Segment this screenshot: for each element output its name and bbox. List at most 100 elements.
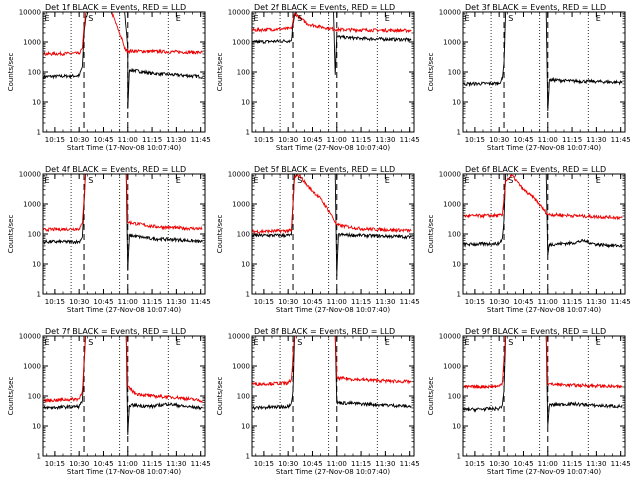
period-marker-label: E (176, 338, 181, 347)
y-tick-label: 1000 (23, 39, 41, 47)
x-tick-label: 11:30 (166, 136, 186, 144)
series-group (463, 174, 623, 256)
x-axis-label: Start Time (27-Nov-08 10:07:40) (276, 306, 390, 314)
y-tick-label: 10 (32, 99, 41, 107)
y-axis-label: Counts/sec (216, 53, 224, 92)
y-tick-label: 1 (457, 453, 461, 461)
x-tick-label: 11:00 (327, 136, 347, 144)
period-marker-label: E (176, 14, 181, 23)
x-tick-label: 10:15 (465, 460, 485, 468)
period-marker-label: E (596, 14, 601, 23)
x-tick-label: 11:45 (400, 136, 420, 144)
x-tick-label: 10:30 (489, 136, 509, 144)
x-tick-label: 10:30 (489, 298, 509, 306)
y-axis-label: Counts/sec (427, 53, 435, 92)
y-tick-label: 10 (452, 99, 461, 107)
x-tick-label: 11:30 (586, 136, 606, 144)
series-line-black (463, 12, 623, 112)
x-tick-label: 10:15 (45, 136, 65, 144)
y-tick-label: 1000 (23, 363, 41, 371)
period-marker-label: E (596, 338, 601, 347)
x-tick-label: 11:45 (400, 298, 420, 306)
y-tick-label: 10 (241, 423, 250, 431)
y-tick-label: 100 (448, 393, 461, 401)
y-tick-label: 10 (32, 423, 41, 431)
x-tick-label: 10:30 (489, 460, 509, 468)
x-tick-label: 10:30 (278, 460, 298, 468)
series-line-black (252, 174, 412, 276)
x-tick-label: 11:15 (142, 460, 162, 468)
x-tick-label: 11:45 (191, 136, 211, 144)
period-marker-label: S (297, 338, 302, 347)
period-marker-label: S (297, 14, 302, 23)
y-axis-label: Counts/sec (427, 377, 435, 416)
x-tick-label: 11:45 (191, 460, 211, 468)
x-tick-label: 10:15 (465, 136, 485, 144)
x-tick-label: 11:45 (191, 298, 211, 306)
x-tick-label: 11:30 (166, 298, 186, 306)
x-axis-label: Start Time (17-Nov-08 10:07:40) (67, 144, 181, 152)
x-tick-label: 10:30 (69, 298, 89, 306)
x-axis-label: Start Time (27-Nov-08 10:07:40) (276, 144, 390, 152)
x-tick-label: 11:30 (586, 460, 606, 468)
x-tick-label: 10:45 (93, 460, 113, 468)
detector-panel: Det 3f BLACK = Events, RED = LLD 1 10 100 10… (427, 3, 631, 152)
x-tick-label: 11:00 (538, 460, 558, 468)
series-line-red (463, 174, 623, 221)
x-tick-label: 10:15 (254, 460, 274, 468)
x-tick-label: 11:00 (118, 298, 138, 306)
period-marker-label: E (254, 338, 259, 347)
x-tick-label: 10:45 (513, 298, 533, 306)
plot-frame (42, 335, 206, 457)
series-group (252, 12, 412, 75)
y-tick-label: 1000 (443, 363, 461, 371)
panel-title: Det 4f BLACK = Events, RED = LLD (45, 165, 186, 174)
x-tick-label: 11:15 (562, 460, 582, 468)
period-marker-label: E (45, 176, 50, 185)
detector-panel: Det 5f BLACK = Events, RED = LLD 1 10 100 10… (216, 165, 420, 314)
x-tick-label: 11:15 (351, 460, 371, 468)
period-marker-label: S (88, 14, 93, 23)
y-tick-label: 10 (452, 261, 461, 269)
y-tick-label: 10000 (19, 9, 41, 17)
period-marker-label: S (297, 176, 302, 185)
x-tick-label: 11:15 (142, 136, 162, 144)
x-tick-label: 11:00 (327, 460, 347, 468)
x-tick-label: 11:30 (375, 298, 395, 306)
x-tick-label: 10:45 (302, 136, 322, 144)
x-tick-label: 10:45 (302, 460, 322, 468)
x-tick-label: 10:30 (69, 136, 89, 144)
y-axis-label: Counts/sec (427, 215, 435, 254)
y-tick-label: 10000 (19, 333, 41, 341)
series-line-black (463, 336, 623, 427)
y-tick-label: 1 (246, 453, 250, 461)
period-marker-label: E (254, 176, 259, 185)
x-tick-label: 10:15 (254, 136, 274, 144)
period-marker-label: S (508, 176, 513, 185)
period-marker-label: S (508, 14, 513, 23)
plot-frame (251, 173, 415, 295)
y-tick-label: 10 (452, 423, 461, 431)
y-tick-label: 10000 (228, 9, 250, 17)
series-line-red (252, 336, 412, 387)
y-axis-label: Counts/sec (216, 215, 224, 254)
x-tick-label: 10:30 (278, 298, 298, 306)
detector-panel: Det 1f BLACK = Events, RED = LLD 1 10 100 10… (7, 3, 211, 152)
series-group (252, 336, 412, 411)
series-group (463, 336, 623, 427)
x-tick-label: 11:15 (562, 136, 582, 144)
detector-panel: Det 4f BLACK = Events, RED = LLD 1 10 100 10… (7, 165, 211, 314)
y-tick-label: 100 (448, 231, 461, 239)
period-marker-label: E (385, 338, 390, 347)
x-tick-label: 11:00 (538, 298, 558, 306)
x-tick-label: 10:45 (93, 298, 113, 306)
y-tick-label: 1000 (232, 201, 250, 209)
x-tick-label: 10:15 (45, 460, 65, 468)
y-tick-label: 10000 (439, 333, 461, 341)
y-tick-label: 1 (457, 291, 461, 299)
x-axis-label: Start Time (27-Nov-08 10:07:40) (276, 468, 390, 476)
x-tick-label: 10:30 (278, 136, 298, 144)
y-tick-label: 1000 (232, 39, 250, 47)
y-tick-label: 1 (457, 129, 461, 137)
plot-frame (42, 11, 206, 133)
